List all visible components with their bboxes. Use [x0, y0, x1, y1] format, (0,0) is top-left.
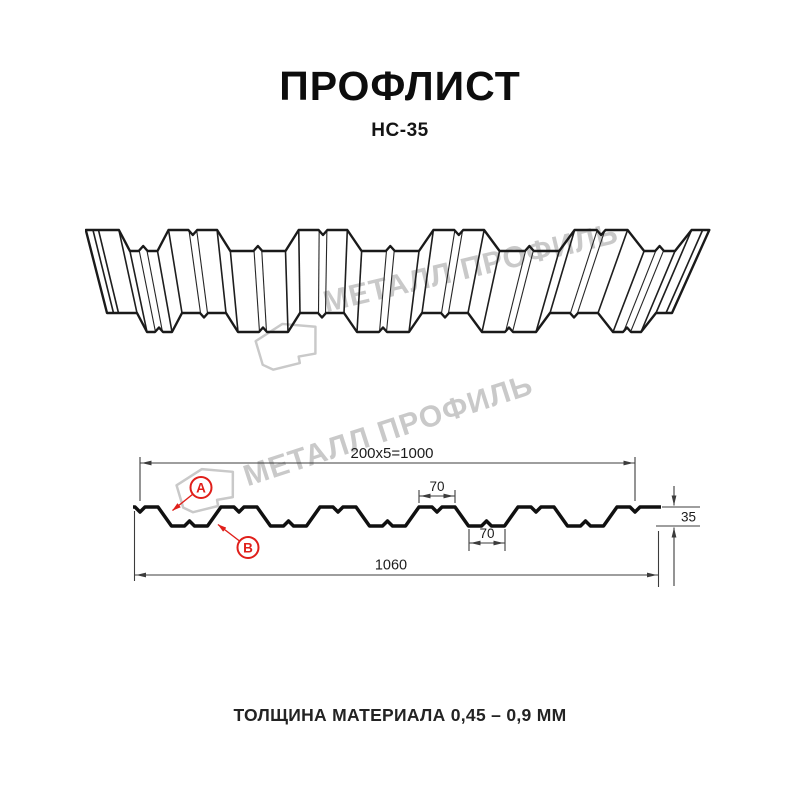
metall-profil-logo-icon — [254, 322, 317, 371]
dimension-lines — [133, 457, 700, 587]
sheet-crease-lines — [92, 229, 704, 333]
profile-3d-drawing — [85, 228, 711, 334]
marker-a-label: A — [196, 481, 206, 496]
profile-section-line — [133, 505, 661, 528]
overall-width-label: 1060 — [375, 558, 407, 574]
sheet-groove-lines — [138, 229, 664, 333]
page-title: ПРОФЛИСТ — [279, 63, 521, 109]
height-dimension-label: 35 — [681, 510, 696, 525]
metall-profil-logo-icon — [175, 467, 235, 514]
marker-b-label: B — [243, 541, 253, 556]
sheet-outline — [85, 228, 711, 334]
crest-width-label: 70 — [429, 479, 444, 494]
marker-callouts — [172, 476, 260, 559]
material-thickness-note: ТОЛЩИНА МАТЕРИАЛА 0,45 – 0,9 ММ — [233, 705, 567, 725]
valley-width-label: 70 — [479, 526, 494, 541]
cross-section-drawing: 200x5=1000 70 70 35 1060 A B — [133, 445, 700, 587]
product-code-subtitle: НС-35 — [371, 120, 429, 141]
pitch-dimension-label: 200x5=1000 — [351, 445, 434, 462]
